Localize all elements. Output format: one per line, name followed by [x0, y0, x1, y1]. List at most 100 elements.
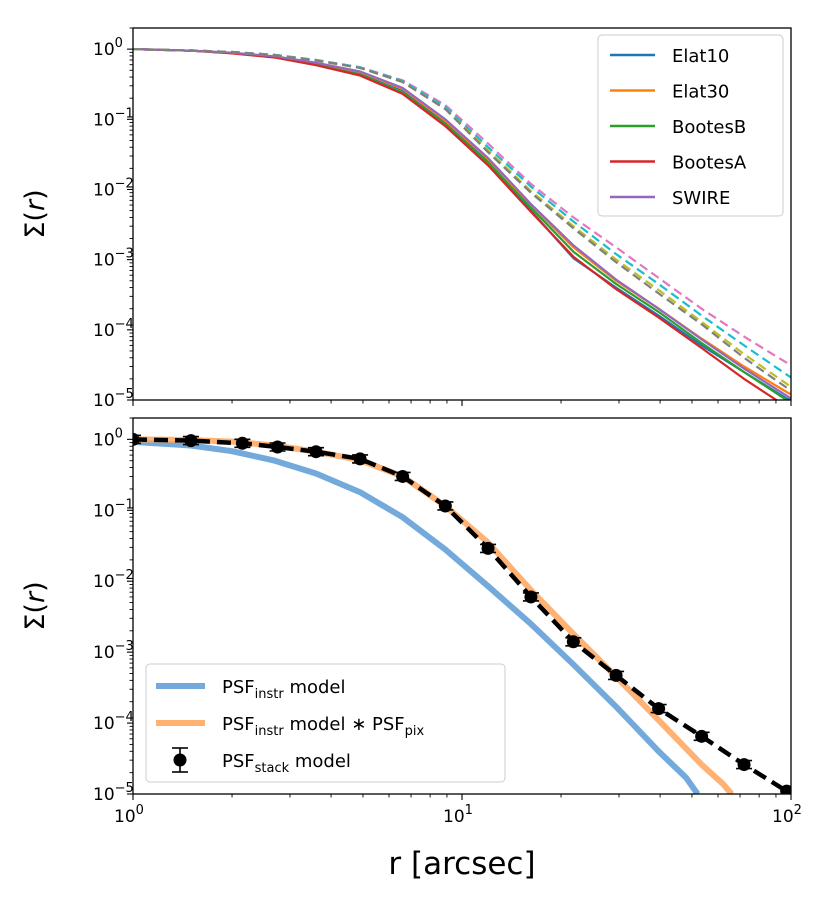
legend-label: BootesA [672, 153, 747, 174]
tick-exponent: −1 [115, 106, 134, 121]
stack-data-point [480, 541, 497, 555]
legend-extra-subscript: pix [405, 724, 425, 739]
legend-main: PSF [222, 677, 255, 698]
stack-data-point [565, 635, 582, 649]
data-marker [235, 436, 249, 450]
legend-subscript: instr [255, 687, 285, 702]
ylabel-var: r [20, 198, 51, 211]
ylabel-main: Σ( [20, 211, 51, 239]
stack-data-point [437, 499, 454, 513]
x-tick-label: 100 [114, 803, 144, 827]
data-marker [133, 432, 140, 446]
tick-exponent: 0 [115, 426, 123, 441]
legend-label: PSFinstr model ∗ PSFpix [222, 714, 425, 739]
tick-exponent: −4 [115, 317, 134, 332]
data-marker [609, 668, 623, 682]
data-marker [737, 758, 751, 772]
tick-exponent: 0 [115, 36, 123, 51]
stack-data-point [182, 434, 199, 448]
data-marker [271, 440, 285, 454]
tick-base: 10 [93, 251, 115, 271]
stack-data-point [394, 469, 411, 483]
stack-data-point [352, 452, 369, 466]
data-marker [524, 590, 538, 604]
legend-subscript: instr [255, 724, 285, 739]
tick-exponent: −5 [115, 781, 134, 796]
ylabel-var: r [20, 590, 51, 603]
legend-main: PSF [222, 714, 255, 735]
legend: Elat10 Elat30 BootesB BootesA SWIRE [597, 34, 784, 217]
y-tick-label: 100 [93, 36, 123, 60]
tick-base: 10 [772, 807, 794, 827]
legend-main: PSF [222, 751, 255, 772]
legend-rest: model [284, 677, 346, 698]
plot-frame [132, 417, 792, 795]
stack-data-point [778, 784, 791, 794]
tick-base: 10 [93, 391, 115, 411]
data-marker [396, 469, 410, 483]
stack-data-point [522, 590, 539, 604]
series-line-psf-instr-model-psf-pix [133, 436, 734, 794]
legend-label: Elat10 [672, 46, 729, 67]
x-tick-label: 102 [772, 803, 802, 827]
legend-extra: PSF [372, 714, 405, 735]
ylabel-close: ) [20, 581, 51, 592]
data-marker [184, 434, 198, 448]
y-tick-label: 10−3 [93, 639, 134, 663]
plot-frame [132, 27, 792, 401]
stack-data-point [608, 668, 625, 682]
y-tick-label: 10−4 [93, 317, 134, 341]
stack-data-point [269, 440, 286, 454]
tick-exponent: −3 [115, 247, 134, 262]
data-marker [695, 729, 709, 743]
stack-data-point [308, 445, 325, 459]
legend-label: PSFinstr model [222, 677, 346, 702]
series-line-dashed-8 [133, 48, 791, 392]
x-axis-label: r [arcsec] [388, 846, 535, 882]
tick-base: 10 [93, 40, 115, 60]
ylabel-main: Σ( [20, 603, 51, 631]
stack-data-point [133, 432, 141, 446]
legend-rest: model ∗ [284, 714, 372, 735]
tick-base: 10 [93, 572, 115, 592]
legend-marker [173, 753, 187, 767]
stack-data-point [693, 729, 710, 743]
legend-rest: model [289, 751, 351, 772]
y-axis-label: Σ(r) [20, 581, 51, 630]
tick-exponent: −2 [115, 176, 134, 191]
legend-box [145, 663, 506, 783]
data-marker [353, 452, 367, 466]
tick-exponent: −2 [115, 568, 134, 583]
y-tick-label: 10−3 [93, 247, 134, 271]
series-line-psf-instr-model [133, 438, 701, 794]
tick-base: 10 [93, 714, 115, 734]
stack-data-point [234, 436, 251, 450]
tick-base: 10 [93, 180, 115, 200]
tick-exponent: 0 [136, 803, 144, 818]
tick-base: 10 [114, 807, 136, 827]
y-tick-label: 10−5 [93, 387, 134, 411]
data-marker [780, 784, 791, 794]
tick-exponent: 1 [465, 803, 473, 818]
tick-base: 10 [443, 807, 465, 827]
legend-subscript: stack [255, 761, 290, 776]
top-panel: 10010−110−210−310−410−5Σ(r)Elat10Elat30B… [20, 27, 792, 411]
tick-base: 10 [93, 110, 115, 130]
legend-label: BootesB [672, 117, 746, 138]
ylabel-close: ) [20, 189, 51, 200]
data-marker [309, 445, 323, 459]
series-group [133, 432, 791, 794]
stack-data-point [736, 758, 753, 772]
legend-label: SWIRE [672, 188, 730, 209]
tick-exponent: −4 [115, 710, 134, 725]
tick-exponent: −5 [115, 387, 134, 402]
tick-base: 10 [93, 430, 115, 450]
tick-base: 10 [93, 321, 115, 341]
series-group [133, 48, 791, 400]
y-tick-label: 10−2 [93, 568, 134, 592]
y-tick-label: 10−1 [93, 497, 134, 521]
stack-data-point [650, 702, 667, 716]
tick-exponent: −3 [115, 639, 134, 654]
legend-box [597, 34, 784, 217]
